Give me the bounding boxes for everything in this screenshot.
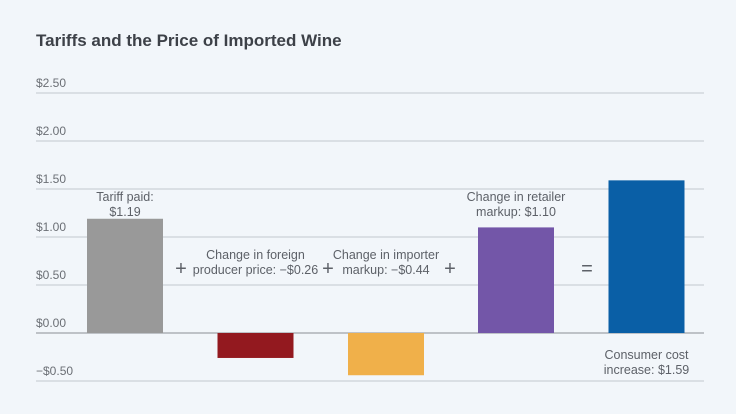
bar [478, 227, 554, 333]
y-tick-label: $2.00 [36, 124, 66, 138]
bar [608, 180, 685, 333]
y-tick-label: $0.50 [36, 268, 66, 282]
equals-sign: = [581, 258, 593, 280]
plus-sign: + [322, 258, 334, 280]
y-tick-label: $1.50 [36, 172, 66, 186]
chart-title: Tariffs and the Price of Imported Wine [36, 31, 342, 50]
plus-sign: + [175, 258, 187, 280]
data-label: Change in foreign producer price: −$0.26 [193, 248, 318, 277]
y-tick-label: −$0.50 [36, 364, 73, 378]
y-tick-label: $2.50 [36, 76, 66, 90]
y-tick-label: $0.00 [36, 316, 66, 330]
data-label: Change in retailer markup: $1.10 [467, 190, 566, 219]
bar [217, 333, 294, 358]
data-label: Consumer cost increase: $1.59 [604, 348, 690, 377]
bar [87, 218, 163, 333]
data-label: Tariff paid: $1.19 [96, 190, 153, 219]
y-tick-label: $1.00 [36, 220, 66, 234]
bar [348, 333, 424, 376]
data-label: Change in importer markup: −$0.44 [333, 248, 439, 277]
plus-sign: + [444, 258, 456, 280]
